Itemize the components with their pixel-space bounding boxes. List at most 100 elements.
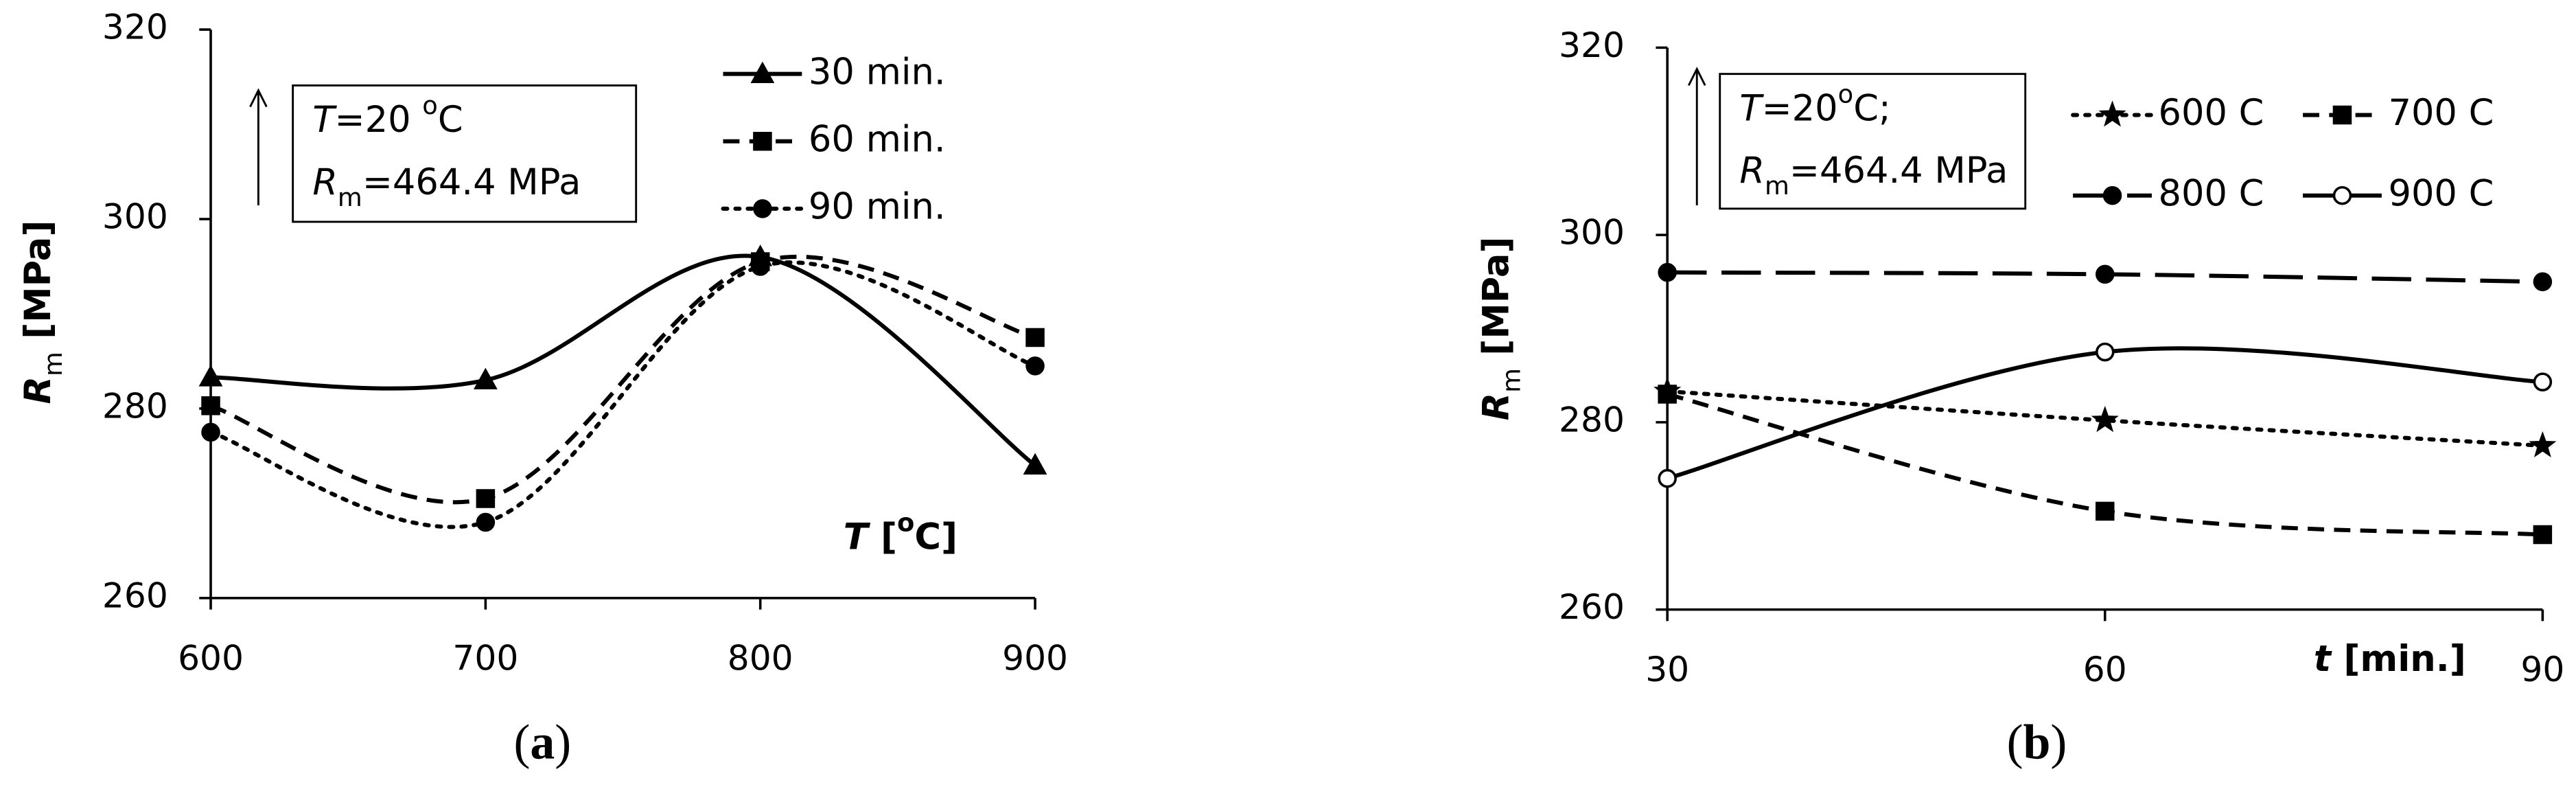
- marker: [1658, 262, 1677, 282]
- marker: [2096, 264, 2115, 284]
- y-tick-label: 280: [1559, 399, 1625, 440]
- y-tick-label: 260: [1559, 586, 1625, 627]
- legend-label: 600 C: [2159, 92, 2264, 134]
- arrow-head: [1687, 67, 1706, 87]
- y-tick-label: 280: [102, 385, 168, 426]
- marker: [2096, 342, 2115, 362]
- text-part: ): [555, 715, 571, 770]
- text-part: m: [338, 183, 362, 212]
- text-part: =464.4 MPa: [1789, 150, 2008, 192]
- legend-marker: [2332, 105, 2352, 125]
- text-part: [MPa]: [1475, 237, 1517, 368]
- marker: [201, 396, 220, 415]
- text-part: m: [38, 352, 68, 376]
- y-tick-label: 300: [102, 196, 168, 236]
- text-part: R: [312, 161, 338, 203]
- x-tick-label: 600: [178, 637, 244, 678]
- y-tick-label: 260: [102, 575, 168, 615]
- legend-marker: [2098, 100, 2126, 127]
- x-tick-label: 90: [2520, 649, 2564, 689]
- marker: [1025, 356, 1045, 376]
- y-tick-label: 300: [1559, 212, 1625, 253]
- text-part: =464.4 MPa: [362, 161, 581, 203]
- x-axis-label: t [min.]: [2314, 637, 2466, 679]
- text-part: C: [438, 99, 463, 141]
- legend-label: 800 C: [2159, 172, 2264, 214]
- legend-label: 900 C: [2388, 172, 2494, 214]
- y-axis-label: Rm [MPa]: [17, 220, 68, 404]
- marker: [1658, 385, 1677, 404]
- text-part: C;: [1853, 87, 1890, 129]
- annotation-box: [1719, 73, 2027, 210]
- x-tick-label: 900: [1002, 637, 1068, 678]
- marker: [473, 367, 498, 389]
- text-part: o: [422, 91, 438, 120]
- annotation: T=20oC;: [1739, 79, 1890, 129]
- y-axis-label: Rm [MPa]: [1475, 237, 1526, 421]
- panel-caption: (a): [513, 715, 571, 770]
- marker: [1023, 453, 1047, 475]
- marker: [2533, 525, 2553, 545]
- series-line: [209, 260, 1038, 529]
- series-line: [210, 254, 1036, 505]
- marker: [476, 489, 496, 508]
- text-part: (: [2007, 715, 2023, 770]
- marker: [2529, 431, 2557, 458]
- text-part: b: [2023, 715, 2051, 770]
- legend-marker: [2102, 185, 2122, 205]
- text-part: T: [844, 516, 871, 558]
- text-part: =20: [335, 99, 423, 141]
- text-part: o: [897, 508, 914, 538]
- legend-label: 60 min.: [809, 118, 946, 160]
- x-tick-label: 30: [1645, 649, 1689, 689]
- x-axis-label: T [oC]: [844, 508, 958, 558]
- legend-label: 90 min.: [809, 185, 946, 227]
- series-line: [1665, 389, 2545, 448]
- text-part: m: [1497, 368, 1527, 393]
- x-tick-label: 700: [452, 637, 518, 678]
- text-part: R: [1475, 393, 1517, 421]
- text-part: ): [2050, 715, 2067, 770]
- marker: [1025, 328, 1045, 347]
- text-part: o: [1838, 79, 1854, 109]
- text-part: a: [530, 715, 555, 770]
- legend-marker: [753, 199, 772, 218]
- marker: [2091, 406, 2119, 433]
- text-part: [: [868, 516, 897, 558]
- annotation-box: [292, 84, 638, 223]
- x-tick-label: 60: [2083, 649, 2127, 689]
- text-part: T: [1739, 87, 1764, 129]
- text-part: T: [312, 99, 337, 141]
- legend-label: 700 C: [2388, 92, 2494, 134]
- annotation: T=20 oC: [312, 91, 463, 141]
- arrow-head: [249, 88, 268, 108]
- y-tick-label: 320: [1559, 25, 1625, 65]
- marker: [2096, 501, 2115, 521]
- panel-caption: (b): [2007, 715, 2067, 770]
- legend-marker: [2332, 185, 2352, 205]
- x-tick-label: 800: [728, 637, 793, 678]
- annotation: Rm=464.4 MPa: [312, 161, 581, 212]
- text-part: t: [2314, 637, 2332, 679]
- legend-marker: [753, 131, 772, 151]
- text-part: R: [1739, 150, 1765, 192]
- legend-label: 30 min.: [809, 51, 946, 93]
- text-part: [MPa]: [17, 220, 59, 352]
- text-part: [min.]: [2331, 637, 2466, 679]
- marker: [198, 365, 223, 387]
- marker: [201, 422, 220, 442]
- marker: [2533, 272, 2553, 292]
- text-part: =20: [1762, 87, 1838, 129]
- text-part: (: [513, 715, 530, 770]
- marker: [476, 512, 496, 532]
- marker: [2533, 372, 2553, 391]
- text-part: m: [1765, 171, 1789, 201]
- marker: [750, 257, 770, 276]
- series-line: [210, 253, 1036, 468]
- marker: [1658, 468, 1677, 488]
- y-tick-label: 320: [102, 7, 168, 47]
- text-part: C]: [914, 516, 958, 558]
- text-part: R: [17, 376, 59, 404]
- legend-marker: [750, 61, 775, 83]
